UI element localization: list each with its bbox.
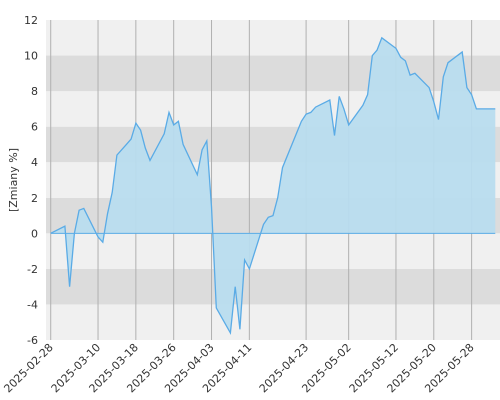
y-tick-label: 6 <box>31 121 38 134</box>
y-axis-title: [Zmiany %] <box>7 148 20 212</box>
y-tick-label: 8 <box>31 85 38 98</box>
y-tick-label: -4 <box>27 298 38 311</box>
series-area <box>50 37 496 333</box>
plot-band <box>46 268 500 305</box>
x-axis-tick-labels: 2025-02-282025-03-102025-03-182025-03-26… <box>1 341 476 395</box>
y-axis-tick-labels: -6 -4 -2 0 2 4 6 8 10 12 <box>24 14 38 347</box>
series-line <box>50 36 496 335</box>
plot-band <box>46 304 500 340</box>
x-tick-label: 2025-02-28 <box>1 341 55 395</box>
plot-band <box>46 20 500 56</box>
plot-band <box>46 233 500 269</box>
y-tick-label: -2 <box>27 263 38 276</box>
y-tick-label: -6 <box>27 334 38 347</box>
y-tick-label: 2 <box>31 192 38 205</box>
area-layer <box>50 36 496 335</box>
y-tick-label: 10 <box>24 50 38 63</box>
y-tick-label: 12 <box>24 14 38 27</box>
plot-band <box>46 55 500 92</box>
y-tick-label: 4 <box>31 156 38 169</box>
y-tick-label: 0 <box>31 227 38 240</box>
